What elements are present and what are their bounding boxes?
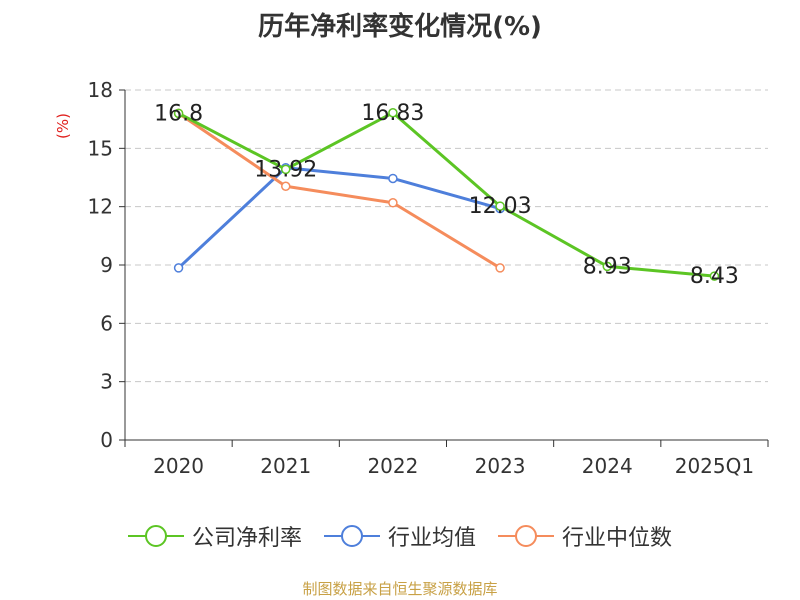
legend-label: 行业中位数 [562,526,673,551]
x-tick-label: 2023 [475,454,526,478]
data-label: 16.83 [361,101,424,126]
chart-title: 历年净利率变化情况(%) [258,12,542,42]
y-tick-label: 0 [100,428,113,452]
data-point [495,201,505,211]
y-tick-label: 15 [88,136,113,160]
legend-label: 行业均值 [387,526,476,551]
source-note: 制图数据来自恒生聚源数据库 [302,580,498,598]
series-line-2 [177,112,501,270]
legend-swatch-icon [498,525,554,547]
legend: 公司净利率 行业均值 行业中位数 [0,520,800,552]
y-tick-label: 12 [88,195,113,219]
data-label: 8.93 [583,254,632,279]
data-labels: 16.8 13.92 16.83 12.03 8.93 8.43 [154,101,739,289]
x-tick-label: 2020 [153,454,204,478]
data-label: 8.43 [690,264,739,289]
y-tick-label: 6 [100,311,113,335]
data-label: 12.03 [469,194,532,219]
data-point [281,181,291,191]
y-axis-label: (%) [54,113,72,139]
series-line-1 [177,166,501,270]
x-tick-label: 2024 [582,454,633,478]
legend-swatch-icon [127,525,184,547]
data-label: 16.8 [154,101,203,126]
series [173,108,720,281]
legend-item[interactable]: 公司净利率 [127,520,302,552]
legend-swatch-icon [323,525,380,547]
y-tick-label: 9 [100,253,113,277]
data-label: 13.92 [254,157,317,182]
legend-item[interactable]: 行业中位数 [498,520,672,552]
legend-item[interactable]: 行业均值 [323,520,476,552]
data-point [388,173,398,184]
data-point [388,198,398,208]
data-point [388,108,398,118]
x-tick-label: 2022 [367,454,418,478]
data-point [602,261,612,272]
gridlines [125,89,768,383]
data-point [173,263,184,273]
y-tick-label: 18 [88,78,113,102]
y-tick-label: 3 [100,370,113,394]
data-point [173,108,184,119]
legend-label: 公司净利率 [191,526,302,551]
axes: 0 3 6 9 12 15 18 2020 2021 2022 2023 2024 2025Q1 [88,78,769,478]
data-point [495,263,505,273]
x-tick-label: 2025Q1 [675,454,754,478]
x-tick-label: 2021 [260,454,311,478]
series-line-0 [177,111,715,278]
data-point [709,271,720,281]
data-point [281,164,291,175]
